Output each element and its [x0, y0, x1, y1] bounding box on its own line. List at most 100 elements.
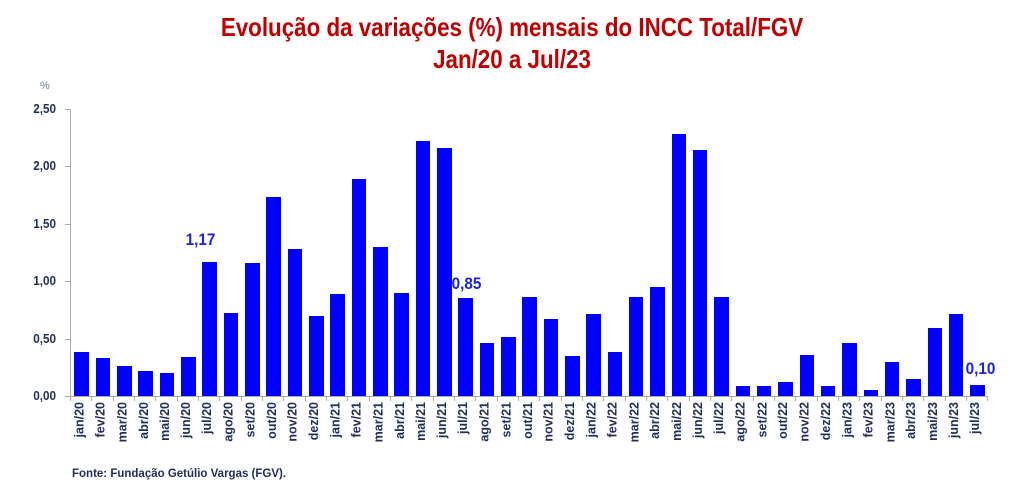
x-tick-mark	[688, 396, 690, 401]
x-tick-label-text: fev/20	[93, 402, 108, 438]
x-tick-label-text: jul/23	[968, 402, 983, 434]
x-axis-line	[70, 396, 987, 397]
bar-jan-21	[330, 293, 345, 396]
bar-nov-22	[799, 354, 815, 396]
x-tick-label: out/20	[264, 402, 280, 462]
bar-ago-20	[223, 313, 239, 396]
x-tick-label: abr/22	[648, 402, 664, 462]
bar-set-21	[501, 337, 516, 396]
x-tick-label-text: mar/23	[882, 402, 897, 443]
y-axis-line	[70, 109, 71, 397]
x-tick-label-text: mai/22	[669, 402, 684, 441]
x-tick-label-text: fev/23	[861, 402, 876, 438]
x-tick-label: mai/20	[158, 402, 174, 462]
x-tick-label-text: dez/20	[307, 402, 322, 441]
x-tick-mark	[709, 396, 711, 401]
x-tick-label: jul/20	[200, 402, 216, 462]
bar-jul-22	[714, 297, 729, 396]
x-tick-mark	[453, 396, 455, 401]
x-tick-mark	[368, 396, 370, 401]
source-note: Fonte: Fundação Getúlio Vargas (FGV).	[72, 468, 287, 480]
x-tick-label-text: out/20	[264, 402, 279, 439]
x-tick-mark	[624, 396, 626, 401]
x-tick-label: out/22	[776, 402, 792, 462]
bar-mai-20	[159, 373, 175, 396]
x-tick-label: fev/22	[605, 402, 622, 462]
bar-dez-20	[309, 315, 324, 396]
x-tick-label-text: mar/21	[371, 402, 386, 443]
x-tick-label-text: nov/22	[797, 402, 812, 442]
x-tick-label-text: mar/20	[115, 402, 130, 443]
bar-dez-22	[820, 385, 836, 396]
x-tick-label: fev/20	[93, 402, 110, 462]
x-tick-label-text: jun/21	[435, 402, 450, 439]
bar-out-20	[266, 197, 281, 396]
x-tick-label-text: jan/22	[584, 402, 599, 438]
x-tick-label: mar/21	[371, 402, 387, 462]
bar-jan-22	[586, 314, 601, 396]
bar-dez-21	[565, 355, 580, 396]
x-tick-label: nov/20	[285, 402, 302, 462]
x-tick-label-text: jul/22	[712, 402, 727, 434]
bar-abr-21	[394, 292, 409, 396]
data-label: 1,17	[185, 229, 216, 249]
x-tick-label: jun/20	[179, 402, 195, 462]
x-tick-mark	[880, 396, 882, 401]
x-tick-label-text: jun/23	[946, 402, 961, 439]
x-tick-label: jun/23	[946, 402, 963, 462]
x-tick-label-text: jan/23	[840, 402, 855, 438]
x-tick-mark	[432, 396, 434, 401]
x-tick-label-text: nov/20	[285, 402, 300, 442]
x-tick-label: ago/20	[222, 402, 238, 462]
x-tick-label-text: dez/22	[818, 402, 833, 441]
x-tick-label: jul/22	[712, 402, 728, 462]
x-tick-label-text: dez/21	[563, 402, 577, 441]
x-tick-label: jan/23	[840, 402, 856, 462]
bar-nov-20	[287, 249, 303, 396]
bar-jul-20	[202, 261, 217, 396]
x-tick-mark	[411, 396, 413, 401]
bar-jun-20	[181, 356, 196, 396]
x-tick-label-text: jan/20	[72, 402, 87, 438]
bar-out-22	[778, 382, 793, 396]
x-tick-label: jan/21	[328, 402, 344, 462]
y-tick-mark	[65, 223, 70, 225]
y-tick-label: 2,00	[33, 158, 56, 174]
x-tick-label: abr/20	[136, 402, 152, 462]
x-tick-mark	[539, 396, 541, 401]
chart-title: Evolução da variações (%) mensais do INC…	[220, 12, 804, 42]
x-tick-mark	[816, 396, 818, 401]
y-tick-label: 0,00	[33, 388, 56, 403]
bar-out-21	[522, 297, 537, 396]
x-tick-mark	[560, 396, 562, 401]
x-tick-mark	[603, 396, 605, 401]
bar-fev-21	[351, 179, 367, 396]
bar-jun-23	[948, 314, 964, 396]
x-tick-label: fev/21	[349, 402, 366, 462]
x-tick-label-text: set/21	[499, 402, 513, 438]
bar-abr-22	[650, 286, 665, 396]
x-tick-label: jan/20	[72, 402, 88, 462]
x-tick-label-text: abr/21	[392, 402, 407, 439]
bar-mar-21	[373, 246, 388, 396]
x-tick-label-text: fev/21	[349, 402, 364, 438]
x-tick-label: set/20	[243, 402, 259, 462]
x-tick-label-text: jan/21	[328, 402, 343, 438]
x-tick-label-text: jun/20	[179, 402, 194, 439]
bar-mai-22	[671, 134, 687, 396]
x-tick-mark	[197, 396, 199, 401]
x-tick-mark	[901, 396, 903, 401]
bar-ago-22	[735, 385, 751, 396]
bar-nov-21	[543, 319, 559, 396]
x-tick-label: out/21	[520, 402, 536, 462]
x-tick-mark	[240, 396, 242, 401]
y-tick-mark	[65, 338, 70, 340]
x-tick-label-text: fev/22	[605, 402, 620, 438]
bar-jan-20	[74, 352, 89, 396]
bar-set-20	[245, 262, 260, 396]
bar-mar-23	[884, 361, 900, 396]
x-tick-label: set/21	[499, 402, 515, 462]
x-tick-mark	[859, 396, 861, 401]
x-tick-label: dez/20	[307, 402, 323, 462]
x-tick-label-text: ago/21	[477, 402, 492, 442]
